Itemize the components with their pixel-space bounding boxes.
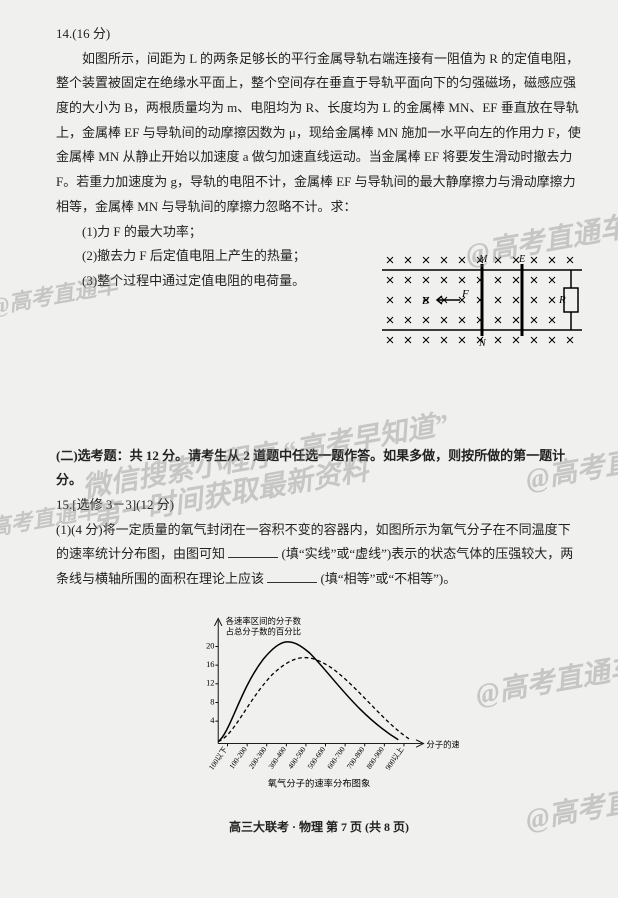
ytick: 16: [206, 660, 214, 669]
chart-ylabel2: 占总分子数的百分比: [226, 626, 301, 636]
xtick: 500-600: [306, 745, 328, 771]
xtick: 100-200: [227, 745, 249, 771]
section2-title: (二)选考题：共 12 分。请考生从 2 道题中任选一题作答。如果多做，则按所做…: [56, 444, 582, 493]
ytick: 8: [210, 697, 214, 706]
label-B: B: [422, 295, 429, 307]
label-E: E: [518, 254, 525, 265]
label-R: R: [558, 294, 566, 306]
xtick: 300-400: [266, 745, 288, 771]
distribution-chart: 4 8 12 16 20 各速率区间的分子数 占总分子数的百分比: [179, 600, 459, 799]
xtick: 600-700: [325, 745, 347, 771]
label-M: M: [478, 254, 488, 265]
label-N: N: [478, 338, 487, 349]
q15-number: 15.[选修 3－3](12 分): [56, 493, 582, 518]
chart-xlabel-tail: 分子的速率: [426, 739, 459, 749]
ytick: 20: [206, 641, 214, 650]
blank-1: [228, 545, 278, 558]
chart-caption: 氧气分子的速率分布图象: [268, 777, 371, 789]
q15-body: (1)(4 分)将一定质量的氧气封闭在一容积不变的容器内，如图所示为氧气分子在不…: [56, 518, 582, 592]
label-F: F: [461, 288, 469, 300]
page-footer: 高三大联考 · 物理 第 7 页 (共 8 页): [56, 816, 582, 839]
circuit-diagram: B F R E M N: [382, 250, 582, 350]
q14-sub1: (1)力 F 的最大功率；: [56, 220, 582, 245]
xtick: 400-500: [286, 745, 308, 771]
ytick: 4: [210, 716, 215, 725]
chart-ylabel1: 各速率区间的分子数: [226, 616, 302, 626]
blank-2: [267, 570, 317, 583]
solid-curve: [218, 641, 398, 741]
xtick: 100以下: [207, 744, 230, 771]
xtick: 900以上: [383, 744, 406, 771]
q14-number: 14.(16 分): [56, 22, 582, 47]
xtick: 200-300: [247, 745, 269, 771]
ytick: 12: [206, 678, 214, 687]
q14-body: 如图所示，间距为 L 的两条足够长的平行金属导轨右端连接有一阻值为 R 的定值电…: [56, 47, 582, 220]
xtick: 700-800: [345, 745, 367, 771]
q15-text-c: (填“相等”或“不相等”)。: [321, 571, 457, 586]
